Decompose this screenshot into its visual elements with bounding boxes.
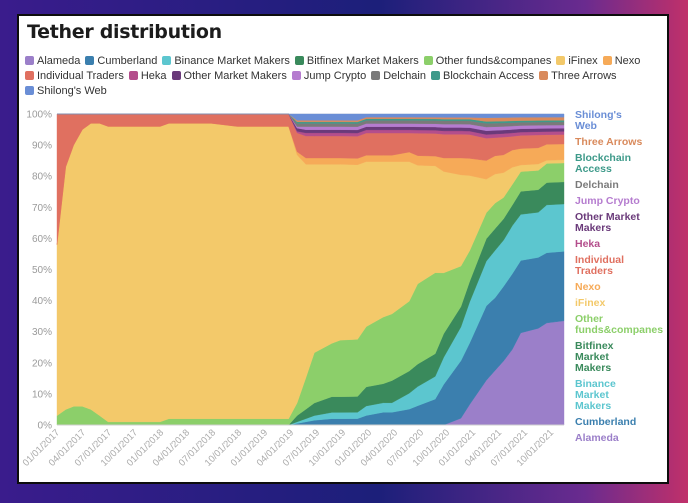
legend-swatch: [128, 71, 138, 80]
chart-legend: Alameda Cumberland Binance Market Makers Bi…: [25, 54, 655, 99]
y-tick-label: 10%: [32, 389, 52, 400]
legend-swatch: [371, 71, 381, 80]
series-label-blockchain-access: Blockchain Access: [575, 152, 631, 175]
series-label-other-market-makers: Other Market Makers: [575, 211, 640, 234]
series-label-shilong-s-web: Shilong's Web: [575, 109, 622, 132]
series-label-bitfinex-market-makers: Bitfinex Market Makers: [575, 340, 614, 374]
legend-label: Three Arrows: [551, 70, 617, 82]
series-label-three-arrows: Three Arrows: [575, 136, 642, 148]
legend-swatch: [294, 56, 304, 65]
legend-label: Blockchain Access: [443, 70, 535, 82]
legend-label: Nexo: [614, 55, 641, 67]
y-tick-label: 50%: [32, 265, 52, 276]
legend-label: Other Market Makers: [183, 70, 287, 82]
legend-item-three-arrows[interactable]: Three Arrows: [539, 69, 617, 84]
chart-title: Tether distribution: [27, 21, 222, 43]
legend-swatch: [431, 71, 440, 80]
legend-swatch: [25, 86, 34, 95]
y-tick-label: 20%: [32, 358, 52, 369]
right-labels: Shilong's Web Three Arrows Blockchain Access…: [575, 109, 663, 444]
legend-label: iFinex: [568, 55, 598, 67]
y-tick-label: 70%: [32, 203, 52, 214]
series-label-jump-crypto: Jump Crypto: [575, 195, 640, 207]
legend-swatch: [556, 56, 566, 65]
area-layers: [56, 113, 565, 426]
legend-label: Shilong's Web: [37, 85, 107, 97]
legend-swatch: [291, 71, 301, 80]
series-label-other-funds-companes: Other funds&companes: [575, 313, 663, 336]
legend-swatch: [539, 71, 549, 80]
series-label-heka: Heka: [575, 238, 600, 250]
legend-item-alameda[interactable]: Alameda: [25, 54, 80, 69]
legend-label: Heka: [140, 70, 167, 82]
stacked-area-chart: 0% 10% 20% 30% 40% 50% 60% 70% 80% 90% 100% 01/01/2…: [21, 109, 664, 469]
y-tick-label: 0%: [38, 421, 53, 432]
legend-item-other-funds-companes[interactable]: Other funds&companes: [423, 54, 552, 69]
legend-swatch: [423, 56, 433, 65]
legend-item-shilong-s-web[interactable]: Shilong's Web: [25, 84, 107, 99]
legend-label: Alameda: [37, 55, 81, 67]
y-tick-label: 90%: [32, 141, 52, 152]
legend-swatch: [25, 71, 34, 80]
legend-label: Binance Market Makers: [174, 55, 290, 67]
series-label-delchain: Delchain: [575, 179, 619, 191]
legend-item-jump-crypto[interactable]: Jump Crypto: [291, 69, 367, 84]
legend-label: Delchain: [383, 70, 426, 82]
legend-item-heka[interactable]: Heka: [128, 69, 167, 84]
legend-item-binance-market-makers[interactable]: Binance Market Makers: [162, 54, 290, 69]
legend-item-ifinex[interactable]: iFinex: [556, 54, 598, 69]
y-tick-label: 30%: [32, 327, 52, 338]
legend-item-bitfinex-market-makers[interactable]: Bitfinex Market Makers: [294, 54, 419, 69]
chart-card: Tether distribution Alameda Cumberland Bin…: [17, 14, 669, 484]
legend-label: Cumberland: [97, 55, 158, 67]
legend-label: Jump Crypto: [303, 70, 367, 82]
legend-swatch: [171, 71, 181, 80]
y-tick-label: 40%: [32, 296, 52, 307]
series-label-individual-traders: Individual Traders: [575, 254, 624, 277]
legend-label: Bitfinex Market Makers: [306, 55, 419, 67]
series-label-alameda: Alameda: [575, 432, 619, 444]
legend-label: Other funds&companes: [435, 55, 552, 67]
area-shilong-s-web[interactable]: [57, 113, 565, 121]
legend-item-nexo[interactable]: Nexo: [602, 54, 641, 69]
legend-item-cumberland[interactable]: Cumberland: [85, 54, 157, 69]
legend-swatch: [162, 56, 172, 65]
y-tick-label: 100%: [26, 110, 52, 121]
series-label-ifinex: iFinex: [575, 297, 606, 309]
series-label-cumberland: Cumberland: [575, 416, 636, 428]
legend-swatch: [85, 56, 95, 65]
legend-swatch: [25, 56, 34, 65]
series-label-nexo: Nexo: [575, 281, 601, 293]
legend-item-blockchain-access[interactable]: Blockchain Access: [431, 69, 534, 84]
legend-item-delchain[interactable]: Delchain: [371, 69, 426, 84]
y-tick-label: 60%: [32, 234, 52, 245]
series-label-binance-market-makers: Binance Market Makers: [575, 378, 616, 412]
x-tick-labels: 01/01/201704/01/201707/01/201710/01/2017…: [21, 427, 556, 468]
legend-swatch: [602, 56, 612, 65]
legend-label: Individual Traders: [37, 70, 124, 82]
legend-item-individual-traders[interactable]: Individual Traders: [25, 69, 124, 84]
legend-item-other-market-makers[interactable]: Other Market Makers: [171, 69, 287, 84]
y-tick-label: 80%: [32, 172, 52, 183]
